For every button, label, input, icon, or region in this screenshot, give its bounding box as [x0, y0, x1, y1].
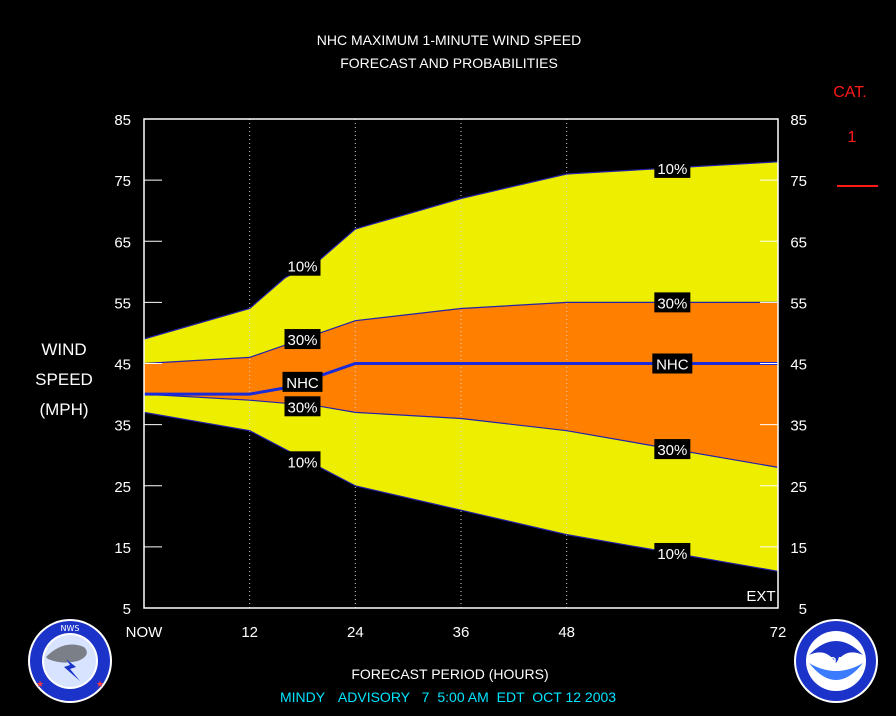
advisory-storm: MINDY: [280, 689, 326, 705]
y-tick-label-left: 15: [114, 540, 131, 557]
data-label: 30%: [287, 399, 317, 416]
category-value: 1: [848, 129, 857, 146]
y-tick-label-left: 55: [114, 295, 131, 312]
x-tick-label: 12: [241, 624, 258, 641]
y-tick-label-right: 75: [790, 173, 807, 190]
data-labels: 10% 30% NHC 30% 10% 10% 30% NHC 30% 10%: [282, 157, 693, 563]
data-label-bg: [654, 542, 691, 563]
y-tick-label-right: 85: [790, 112, 807, 129]
advisory-zone: EDT: [497, 689, 525, 705]
data-label-bg: [654, 157, 691, 178]
data-label: NHC: [286, 375, 319, 392]
x-tick-label: 72: [770, 624, 787, 641]
y-tick-label-left: 75: [114, 173, 131, 190]
data-label-bg: [284, 329, 321, 350]
x-tick-label: NOW: [126, 624, 164, 641]
data-label-bg: [654, 292, 691, 313]
x-axis-label: FORECAST PERIOD (HOURS): [351, 666, 548, 682]
data-label-bg: [284, 255, 321, 276]
data-label: 30%: [657, 295, 687, 312]
chart-title-line1: NHC MAXIMUM 1-MINUTE WIND SPEED: [317, 32, 581, 48]
advisory-number: 7: [422, 689, 430, 705]
data-label: 10%: [287, 454, 317, 471]
y-tick-label-right: 65: [790, 234, 807, 251]
data-label-bg: [652, 353, 693, 374]
series-lines: [143, 161, 779, 572]
advisory-word: ADVISORY: [338, 689, 411, 705]
series-10-upper-edge: [143, 161, 779, 340]
data-label: 30%: [657, 442, 687, 459]
chart-title-line2: FORECAST AND PROBABILITIES: [340, 55, 558, 71]
data-label: 10%: [657, 546, 687, 563]
ext-label: EXT: [746, 588, 775, 605]
y-axis-label-line1: WIND: [41, 340, 86, 359]
series-30-lower-edge: [143, 393, 779, 468]
series-nhc-line: [144, 362, 778, 396]
y-tick-label-right: 45: [790, 357, 807, 374]
x-tick-label: 24: [347, 624, 364, 641]
data-label-bg: [654, 439, 691, 460]
nws-logo-icon: NWS ★ ★: [28, 619, 112, 703]
x-tick-label: 48: [558, 624, 575, 641]
noaa-logo-icon: NOAA: [794, 619, 878, 703]
y-tick-label-right: 55: [790, 295, 807, 312]
y-tick-label-right: 25: [790, 479, 807, 496]
advisory-line: MINDY ADVISORY 7 5:00 AM EDT OCT 12 2003: [280, 689, 616, 705]
y-tick-label-left: 25: [114, 479, 131, 496]
category-label: CAT.: [833, 84, 866, 101]
y-tick-label-left: 45: [114, 357, 131, 374]
data-label-bg: [282, 371, 323, 392]
data-label: NHC: [656, 357, 689, 374]
data-label: 10%: [287, 259, 317, 276]
y-axis-label-line3: (MPH): [39, 400, 88, 419]
svg-text:★: ★: [96, 679, 104, 689]
advisory-time: 5:00 AM: [437, 689, 488, 705]
data-label: 10%: [657, 161, 687, 178]
y-tick-label-left: 5: [123, 601, 131, 618]
advisory-date: OCT 12 2003: [532, 689, 616, 705]
y-axis-label-line2: SPEED: [35, 370, 93, 389]
svg-text:★: ★: [36, 679, 44, 689]
data-label-bg: [284, 451, 321, 472]
x-tick-labels: NOW 12 24 36 48 72: [126, 624, 787, 641]
y-tick-label-left: 65: [114, 234, 131, 251]
x-tick-label: 36: [453, 624, 470, 641]
series-10-lower-edge: [143, 411, 779, 572]
data-label: 30%: [287, 332, 317, 349]
series-30-upper-edge: [143, 301, 778, 365]
y-tick-label-right: 35: [790, 418, 807, 435]
y-tick-label-left: 85: [114, 112, 131, 129]
y-tick-label-right: 15: [790, 540, 807, 557]
y-tick-label-left: 35: [114, 418, 131, 435]
noaa-logo-text: NOAA: [821, 656, 850, 667]
data-label-bg: [284, 396, 321, 417]
y-tick-label-right: 5: [799, 601, 807, 618]
svg-text:NWS: NWS: [61, 624, 80, 633]
